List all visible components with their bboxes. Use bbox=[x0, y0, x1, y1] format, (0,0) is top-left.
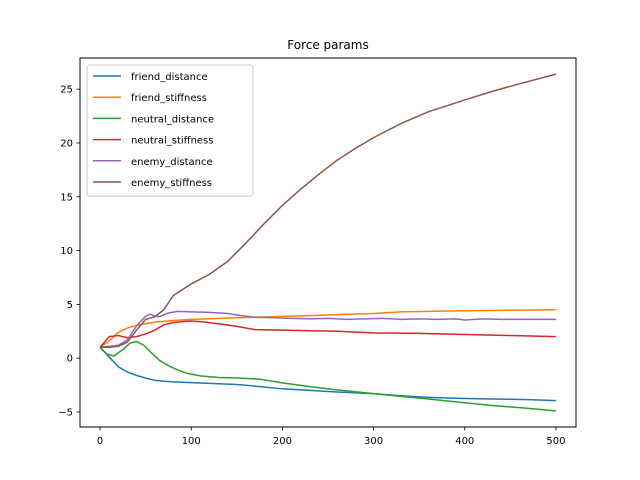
series-line-friend_distance bbox=[99, 346, 556, 402]
legend-label-friend_stiffness: friend_stiffness bbox=[131, 93, 207, 104]
series-line-neutral_distance bbox=[99, 340, 557, 412]
legend-box bbox=[86, 64, 254, 197]
y-tick-label: 15 bbox=[60, 192, 73, 203]
y-tick-label: −5 bbox=[58, 407, 73, 418]
y-tick-label: 0 bbox=[67, 354, 73, 365]
legend-label-enemy_distance: enemy_distance bbox=[131, 157, 213, 168]
x-tick-label: 100 bbox=[182, 436, 201, 447]
x-tick-label: 200 bbox=[273, 436, 292, 447]
series-line-enemy_stiffness bbox=[100, 73, 557, 349]
y-axis: −5 0 5 10 15 20 25 bbox=[58, 85, 80, 418]
x-tick-label: 400 bbox=[455, 436, 474, 447]
series-line-neutral_stiffness bbox=[99, 320, 556, 348]
legend-label-neutral_distance: neutral_distance bbox=[131, 114, 214, 125]
x-tick-label: 300 bbox=[364, 436, 383, 447]
y-tick-label: 5 bbox=[67, 300, 73, 311]
y-tick-label: 25 bbox=[60, 85, 73, 96]
y-tick-label: 10 bbox=[60, 246, 73, 257]
y-tick-label: 20 bbox=[60, 138, 73, 149]
series-line-friend_stiffness bbox=[99, 308, 556, 349]
chart-title: Force params bbox=[287, 38, 368, 52]
legend-label-neutral_stiffness: neutral_stiffness bbox=[131, 136, 213, 147]
x-tick-label: 500 bbox=[546, 436, 565, 447]
plot-lines bbox=[99, 73, 557, 412]
legend: friend_distance friend_stiffness neutral_d… bbox=[86, 64, 254, 197]
x-axis: 0 100 200 300 400 500 bbox=[97, 427, 565, 447]
plot-area bbox=[79, 57, 577, 428]
x-tick-label: 0 bbox=[97, 436, 103, 447]
legend-label-friend_distance: friend_distance bbox=[131, 72, 208, 83]
legend-label-enemy_stiffness: enemy_stiffness bbox=[131, 178, 212, 189]
series-line-enemy_distance bbox=[99, 310, 556, 349]
